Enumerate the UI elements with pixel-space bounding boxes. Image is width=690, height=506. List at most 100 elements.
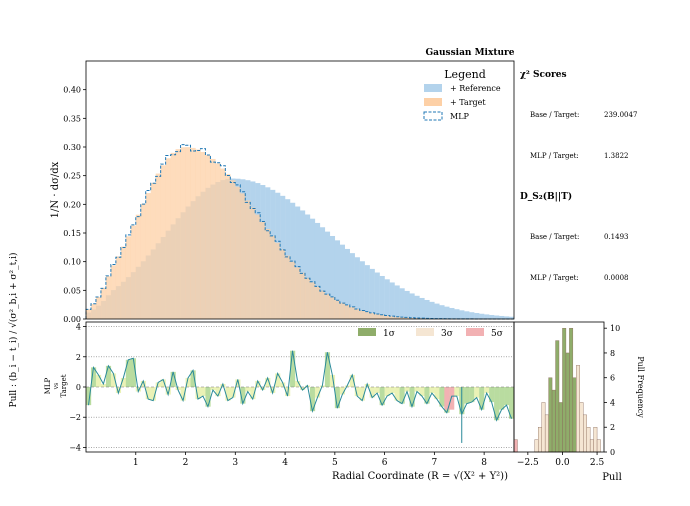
top-y-tick-label: 0.35 xyxy=(63,114,81,123)
target-bar xyxy=(195,149,201,319)
bottom-y-tick-label: 0 xyxy=(76,383,81,392)
reference-bar xyxy=(379,275,385,319)
pull-histogram-bar xyxy=(576,365,580,453)
pull-histogram-y-tick-label: 0 xyxy=(610,448,615,457)
pull-histogram-x-ticks: −2.5 0.0 2.5 xyxy=(517,452,605,468)
bottom-x-tick-label: 7 xyxy=(432,458,438,468)
legend-swatch-reference xyxy=(424,84,442,92)
target-bars xyxy=(86,147,515,319)
target-bar xyxy=(185,147,191,319)
target-bar xyxy=(314,286,321,319)
target-bar xyxy=(384,315,390,319)
pull-fill-bar xyxy=(334,387,341,409)
reference-bar xyxy=(504,316,510,319)
pull-fill-bar xyxy=(105,365,112,387)
reference-bar xyxy=(494,315,500,319)
target-bar xyxy=(290,261,296,319)
target-bar xyxy=(260,221,266,319)
target-bar xyxy=(245,200,251,319)
target-bar xyxy=(110,265,117,319)
ds-mlp-label: MLP / Target: xyxy=(530,274,579,282)
target-bar xyxy=(205,155,211,319)
bottom-x-tick-label: 2 xyxy=(183,458,189,468)
bottom-y-label-mlp: MLP xyxy=(44,377,52,394)
target-bar xyxy=(220,168,226,319)
scores-panel: χ² Scores Base / Target: 239.0047 MLP / … xyxy=(520,70,637,282)
reference-bar xyxy=(499,315,505,319)
bottom-x-tick-label: 3 xyxy=(232,458,238,468)
reference-bar xyxy=(369,268,375,319)
pull-fill-bar xyxy=(489,387,495,403)
reference-bar xyxy=(394,285,400,319)
target-bar xyxy=(250,207,256,319)
pull-fill-bar xyxy=(354,387,360,397)
legend-label-reference: + Reference xyxy=(450,84,501,93)
target-bar xyxy=(190,147,196,319)
target-bar xyxy=(344,305,350,319)
pull-fill-bar xyxy=(210,387,216,391)
pull-fill-bar xyxy=(125,359,131,387)
target-bar xyxy=(100,287,107,319)
reference-bar xyxy=(399,288,405,319)
sigma3-label: 3σ xyxy=(441,329,453,339)
target-bar xyxy=(90,304,97,319)
reference-bar xyxy=(454,309,460,319)
pull-fill-bar xyxy=(349,374,355,387)
reference-bar xyxy=(319,227,326,319)
top-y-ticks: 0.00 0.05 0.10 0.15 0.20 0.25 0.30 0.35 0.40 xyxy=(63,86,86,324)
pull-fill-bar xyxy=(479,387,485,410)
pull-fill-bar xyxy=(165,387,171,395)
sigma5-swatch xyxy=(466,328,484,336)
pull-fill-bar xyxy=(295,380,301,387)
pull-fill-bar xyxy=(484,387,490,394)
ds-base-label: Base / Target: xyxy=(530,233,579,241)
pull-fill-bar xyxy=(409,387,415,407)
target-bar xyxy=(275,242,281,319)
target-bar xyxy=(414,317,420,319)
pull-fill-bar xyxy=(434,387,440,400)
chi-base-value: 239.0047 xyxy=(604,111,637,119)
target-bar xyxy=(210,158,216,319)
pull-fill-bar xyxy=(359,387,365,401)
pull-fill-bar xyxy=(309,387,316,412)
reference-bar xyxy=(439,305,445,319)
pull-fill-bar xyxy=(265,377,271,387)
pull-fill-bar xyxy=(155,382,161,387)
pull-sigma5-bar xyxy=(444,387,450,410)
bottom-x-tick-label: 8 xyxy=(481,458,487,468)
bottom-x-ticks: 1 2 3 4 5 6 7 8 xyxy=(133,452,487,468)
pull-histogram-bar xyxy=(583,414,587,453)
bottom-x-tick-label: 6 xyxy=(382,458,388,468)
target-bar xyxy=(95,296,102,319)
pull-fill-bar xyxy=(200,387,206,397)
chart-title: Gaussian Mixture xyxy=(425,48,514,58)
top-y-tick-label: 0.15 xyxy=(63,229,81,238)
pull-y-label: Pull : (b_i − t_i) / √(σ²_b,i + σ²_t,i) xyxy=(8,253,19,408)
reference-bar xyxy=(424,299,430,319)
sigma1-swatch xyxy=(358,328,376,336)
bottom-y-tick-label: 4 xyxy=(76,323,81,332)
target-bar xyxy=(329,297,336,319)
chi-mlp-label: MLP / Target: xyxy=(530,152,579,160)
pull-fill-bar xyxy=(419,387,425,397)
pull-fill-bar xyxy=(329,374,336,387)
target-bar xyxy=(354,308,360,319)
target-bar xyxy=(319,290,326,319)
pull-fill-bar xyxy=(225,387,231,401)
pull-histogram-panel: −2.5 0.0 2.5 0 2 4 6 8 10 Pull Pull Frequency xyxy=(513,321,645,483)
legend-label-mlp: MLP xyxy=(450,112,470,121)
pull-histogram-bar xyxy=(586,427,591,453)
target-bar xyxy=(364,311,370,319)
pull-histogram-bar xyxy=(596,439,601,453)
pull-histogram-x-tick-label: 2.5 xyxy=(590,458,605,468)
pull-histogram-x-label: Pull xyxy=(602,472,622,483)
bottom-y-tick-label: −2 xyxy=(69,413,81,422)
ds-base-value: 0.1493 xyxy=(604,233,629,241)
target-bar xyxy=(140,203,146,319)
bottom-x-label: Radial Coordinate (R = √(X² + Y²)) xyxy=(332,471,508,482)
pull-histogram-y-tick-label: 8 xyxy=(610,349,615,358)
pull-histogram-bar xyxy=(548,377,553,453)
pull-fill-bar xyxy=(389,387,395,394)
target-bar xyxy=(230,180,236,319)
pull-histogram-bar xyxy=(513,439,518,453)
